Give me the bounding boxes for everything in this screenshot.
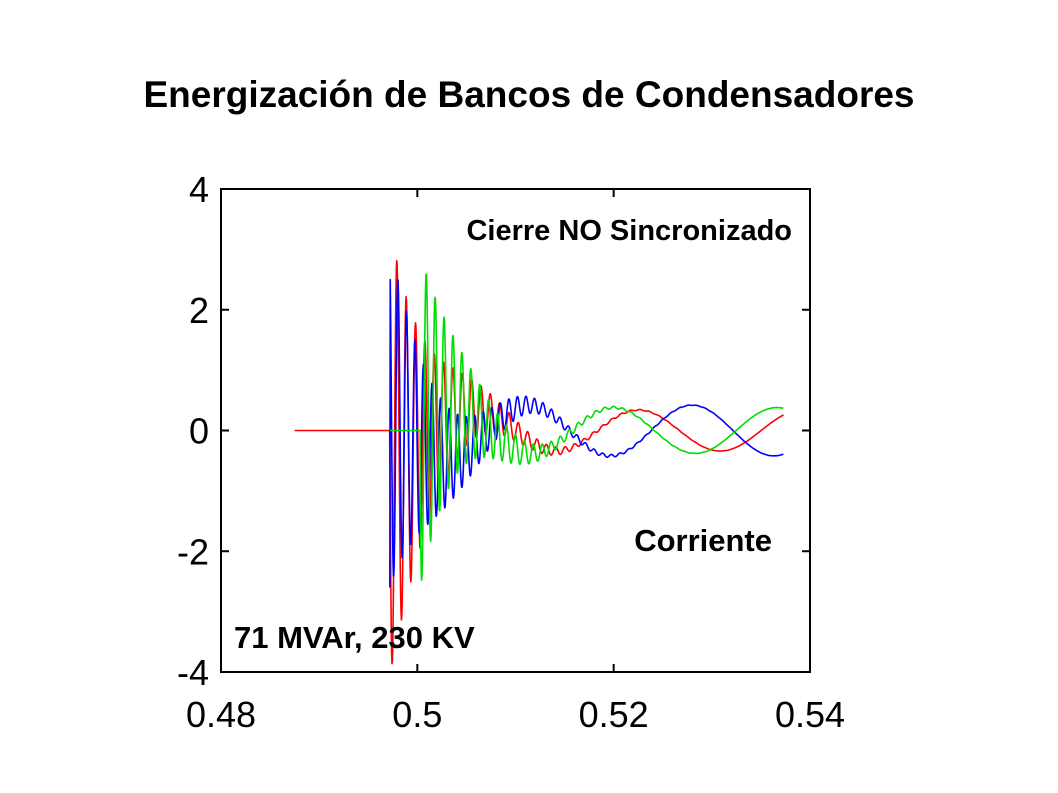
y-tick-label: -2 bbox=[177, 531, 209, 572]
series-layer bbox=[294, 259, 784, 665]
series-line-red bbox=[294, 259, 784, 665]
annotation-quantity: Corriente bbox=[634, 523, 772, 558]
axis-ticks: 0.48 0.5 0.52 0.54 4 2 0 -2 -4 bbox=[177, 169, 845, 735]
annotation-closing-type: Cierre NO Sincronizado bbox=[466, 215, 792, 247]
series-line-blue bbox=[389, 278, 784, 588]
x-tick-label: 0.48 bbox=[186, 694, 256, 735]
annotation-rating: 71 MVAr, 230 KV bbox=[234, 620, 475, 655]
series-line-green bbox=[389, 273, 784, 581]
y-tick-label: 2 bbox=[189, 290, 209, 331]
x-tick-label: 0.54 bbox=[775, 694, 845, 735]
x-tick-label: 0.5 bbox=[392, 694, 442, 735]
y-tick-label: -4 bbox=[177, 652, 209, 693]
slide-title: Energización de Bancos de Condensadores bbox=[143, 74, 915, 115]
y-tick-label: 0 bbox=[189, 411, 209, 452]
x-tick-label: 0.52 bbox=[579, 694, 649, 735]
y-tick-label: 4 bbox=[189, 169, 209, 210]
